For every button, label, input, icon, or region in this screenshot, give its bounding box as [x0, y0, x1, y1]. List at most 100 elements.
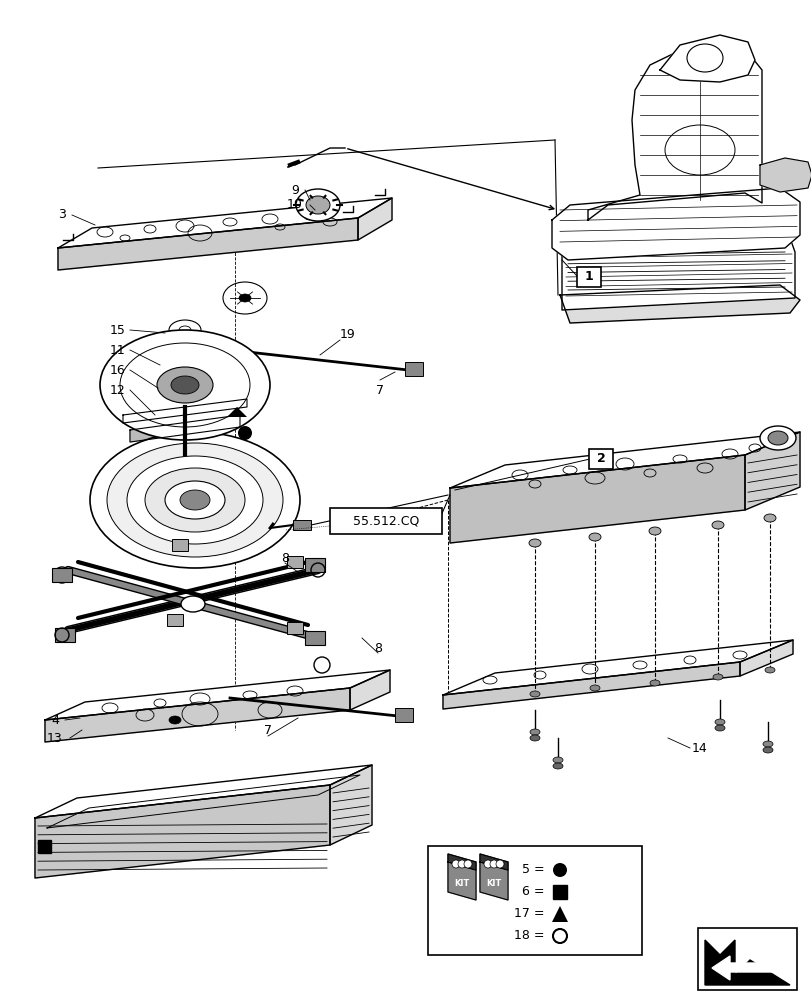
Bar: [305, 631, 324, 645]
Polygon shape: [561, 238, 794, 310]
Text: 18 =: 18 =: [514, 929, 544, 942]
Ellipse shape: [169, 716, 181, 724]
Ellipse shape: [157, 367, 212, 403]
Polygon shape: [759, 158, 811, 192]
Ellipse shape: [552, 763, 562, 769]
Text: 7: 7: [375, 383, 384, 396]
Ellipse shape: [180, 490, 210, 510]
Ellipse shape: [90, 432, 299, 568]
Text: 5 =: 5 =: [521, 863, 544, 876]
Polygon shape: [350, 670, 389, 710]
FancyBboxPatch shape: [697, 928, 796, 990]
Circle shape: [496, 860, 504, 868]
Polygon shape: [58, 198, 392, 248]
Bar: [293, 520, 311, 530]
Circle shape: [483, 860, 491, 868]
Text: 4: 4: [51, 714, 59, 726]
Bar: [552, 885, 566, 899]
Circle shape: [463, 860, 471, 868]
Circle shape: [552, 863, 566, 877]
Text: 16: 16: [110, 363, 126, 376]
Polygon shape: [587, 42, 761, 220]
Text: 10: 10: [287, 198, 303, 212]
Ellipse shape: [528, 539, 540, 547]
Ellipse shape: [100, 330, 270, 440]
Ellipse shape: [762, 747, 772, 753]
Ellipse shape: [714, 719, 724, 725]
Ellipse shape: [712, 674, 722, 680]
Circle shape: [452, 860, 460, 868]
FancyBboxPatch shape: [329, 508, 441, 534]
Ellipse shape: [530, 729, 539, 735]
Polygon shape: [449, 455, 744, 543]
Polygon shape: [448, 862, 475, 900]
Text: 6 =: 6 =: [521, 885, 544, 898]
Ellipse shape: [145, 468, 245, 532]
Polygon shape: [58, 218, 358, 270]
Text: 19: 19: [340, 328, 355, 342]
Polygon shape: [704, 940, 789, 985]
Polygon shape: [122, 399, 247, 423]
Text: KIT: KIT: [486, 879, 501, 888]
Text: KIT: KIT: [454, 879, 469, 888]
Polygon shape: [329, 765, 371, 845]
Text: 7: 7: [264, 724, 272, 736]
Bar: [52, 568, 72, 582]
Bar: [167, 614, 182, 626]
Text: 8: 8: [374, 642, 381, 654]
Bar: [55, 628, 75, 642]
Polygon shape: [45, 688, 350, 742]
Polygon shape: [130, 415, 240, 442]
Bar: [405, 362, 423, 376]
Ellipse shape: [588, 533, 600, 541]
Text: 8: 8: [281, 552, 289, 564]
Polygon shape: [659, 35, 754, 82]
Text: 13: 13: [47, 732, 62, 744]
Text: 2: 2: [596, 452, 605, 466]
Ellipse shape: [306, 196, 329, 214]
Text: 17 =: 17 =: [514, 907, 544, 920]
Bar: [286, 622, 303, 634]
Text: 15: 15: [110, 324, 126, 336]
Ellipse shape: [530, 691, 539, 697]
Ellipse shape: [552, 757, 562, 763]
Text: 11: 11: [110, 344, 126, 357]
Ellipse shape: [649, 680, 659, 686]
Text: 12: 12: [110, 383, 126, 396]
Ellipse shape: [238, 294, 251, 302]
Bar: [286, 556, 303, 568]
Ellipse shape: [127, 456, 263, 544]
Circle shape: [457, 860, 466, 868]
Polygon shape: [227, 407, 247, 417]
Polygon shape: [711, 956, 784, 980]
Ellipse shape: [590, 685, 599, 691]
Bar: [172, 539, 188, 551]
Ellipse shape: [714, 725, 724, 731]
FancyBboxPatch shape: [427, 846, 642, 955]
Polygon shape: [560, 285, 799, 323]
FancyBboxPatch shape: [588, 449, 612, 469]
Polygon shape: [479, 854, 508, 870]
Text: 55.512.CQ: 55.512.CQ: [352, 514, 418, 528]
FancyBboxPatch shape: [577, 267, 600, 287]
Ellipse shape: [181, 596, 204, 612]
Polygon shape: [358, 198, 392, 240]
Ellipse shape: [759, 426, 795, 450]
Circle shape: [238, 426, 251, 440]
Polygon shape: [479, 862, 508, 900]
Polygon shape: [35, 765, 371, 818]
Bar: [38, 840, 51, 853]
Text: 1: 1: [584, 270, 593, 284]
Polygon shape: [739, 640, 792, 676]
Text: 9: 9: [290, 184, 298, 197]
Ellipse shape: [165, 481, 225, 519]
Polygon shape: [443, 640, 792, 695]
Text: 3: 3: [58, 209, 66, 222]
Bar: [305, 558, 324, 572]
Polygon shape: [448, 854, 475, 870]
Circle shape: [489, 860, 497, 868]
Ellipse shape: [711, 521, 723, 529]
Bar: [394, 708, 413, 722]
Ellipse shape: [767, 431, 787, 445]
Polygon shape: [443, 662, 739, 709]
